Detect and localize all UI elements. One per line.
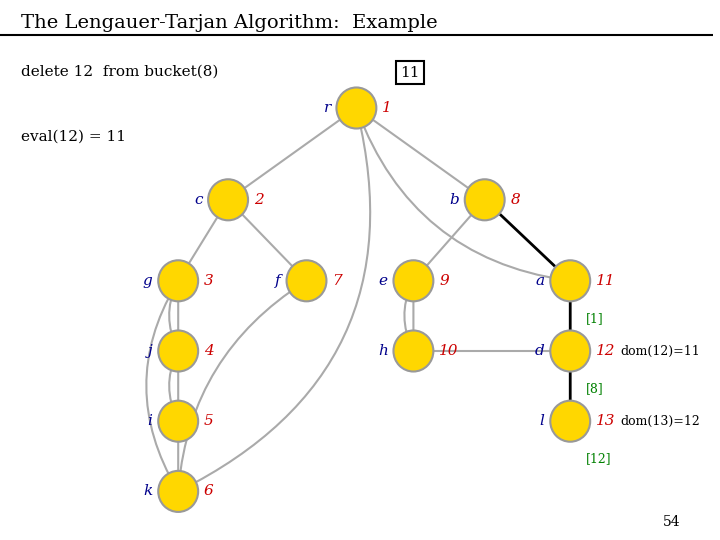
Text: 6: 6 xyxy=(204,484,214,498)
Text: 10: 10 xyxy=(439,344,459,358)
Text: [12]: [12] xyxy=(586,453,611,465)
Text: f: f xyxy=(275,274,281,288)
Ellipse shape xyxy=(550,401,590,442)
Ellipse shape xyxy=(158,330,198,372)
Ellipse shape xyxy=(208,179,248,220)
Ellipse shape xyxy=(158,401,198,442)
Ellipse shape xyxy=(550,330,590,372)
Ellipse shape xyxy=(158,471,198,512)
Text: 7: 7 xyxy=(332,274,342,288)
Text: delete 12  from bucket(8): delete 12 from bucket(8) xyxy=(22,65,219,79)
Text: d: d xyxy=(535,344,544,358)
Ellipse shape xyxy=(393,260,433,301)
Text: 13: 13 xyxy=(596,414,616,428)
Ellipse shape xyxy=(550,260,590,301)
Text: e: e xyxy=(379,274,388,288)
Text: [8]: [8] xyxy=(586,382,603,395)
Text: 4: 4 xyxy=(204,344,214,358)
Text: b: b xyxy=(449,193,459,207)
Text: [1]: [1] xyxy=(586,312,603,325)
Text: i: i xyxy=(148,414,153,428)
Text: 54: 54 xyxy=(663,515,680,529)
Text: c: c xyxy=(194,193,202,207)
Text: h: h xyxy=(378,344,388,358)
Text: 5: 5 xyxy=(204,414,214,428)
Ellipse shape xyxy=(464,179,505,220)
Text: 2: 2 xyxy=(253,193,264,207)
Text: 12: 12 xyxy=(596,344,616,358)
Text: eval(12) = 11: eval(12) = 11 xyxy=(22,130,127,144)
Text: 11: 11 xyxy=(596,274,616,288)
Text: 8: 8 xyxy=(510,193,520,207)
Ellipse shape xyxy=(393,330,433,372)
Text: r: r xyxy=(323,101,330,115)
Text: a: a xyxy=(536,274,544,288)
Text: dom(12)=11: dom(12)=11 xyxy=(620,345,700,357)
Text: 11: 11 xyxy=(400,66,420,80)
Text: 3: 3 xyxy=(204,274,214,288)
Text: k: k xyxy=(143,484,153,498)
Text: l: l xyxy=(540,414,544,428)
Ellipse shape xyxy=(287,260,326,301)
Text: dom(13)=12: dom(13)=12 xyxy=(620,415,700,428)
Text: 9: 9 xyxy=(439,274,449,288)
Text: 1: 1 xyxy=(382,101,392,115)
Ellipse shape xyxy=(336,87,377,129)
Text: The Lengauer-Tarjan Algorithm:  Example: The Lengauer-Tarjan Algorithm: Example xyxy=(22,14,438,31)
Text: j: j xyxy=(148,344,153,358)
Ellipse shape xyxy=(158,260,198,301)
Text: g: g xyxy=(143,274,153,288)
